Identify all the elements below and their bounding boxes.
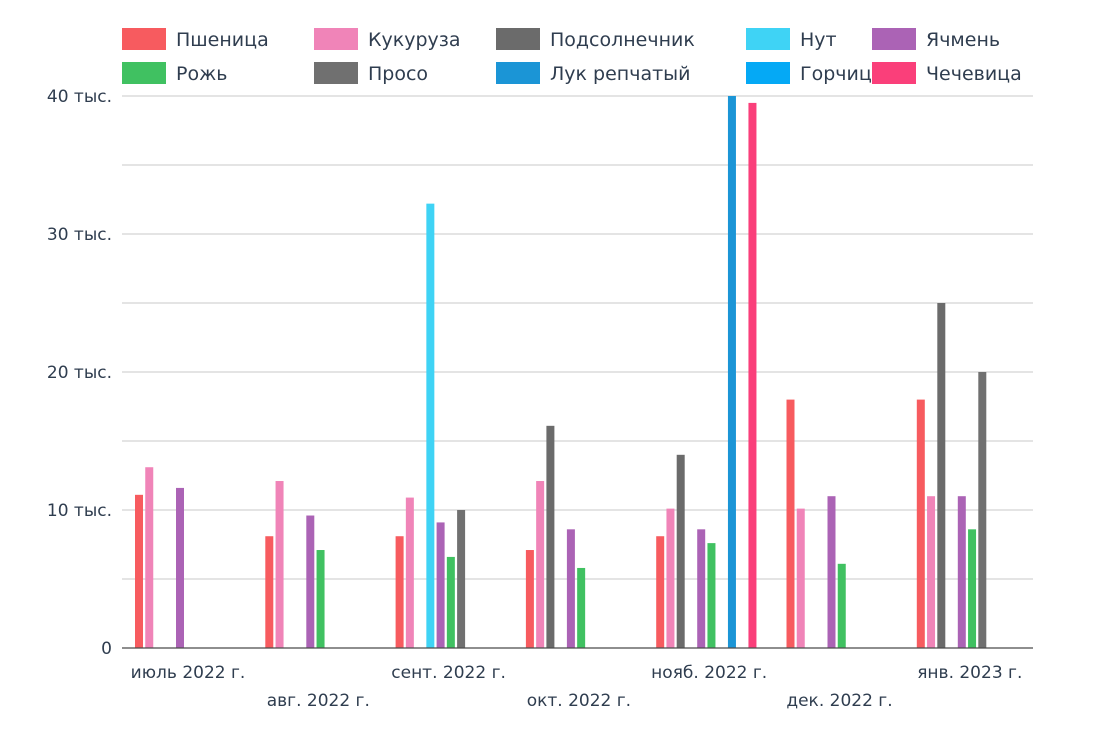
- bar[interactable]: Пшеница — сент. 2022 г.: 8100: [395, 536, 404, 648]
- bar[interactable]: Подсолнечник — нояб. 2022 г.: 14000: [676, 454, 685, 648]
- legend-label: Пшеница: [176, 29, 269, 51]
- legend-swatch: [314, 62, 358, 84]
- y-tick-label: 30 тыс.: [47, 225, 112, 245]
- bar[interactable]: Кукуруза — окт. 2022 г.: 12100: [536, 481, 545, 648]
- legend-item[interactable]: Пшеница: [122, 28, 269, 51]
- y-tick-label: 10 тыс.: [47, 501, 112, 521]
- legend-item[interactable]: Лук репчатый: [496, 62, 691, 85]
- bar[interactable]: Ячмень — нояб. 2022 г.: 8600: [697, 529, 706, 648]
- bar[interactable]: Подсолнечник — янв. 2023 г.: 25000: [937, 303, 946, 648]
- bar[interactable]: Кукуруза — июль 2022 г.: 13100: [145, 467, 154, 648]
- bar[interactable]: Рожь — нояб. 2022 г.: 7600: [707, 543, 716, 648]
- bar[interactable]: Пшеница — нояб. 2022 г.: 8100: [656, 536, 665, 648]
- gridlines: [122, 95, 1033, 580]
- legend-item[interactable]: Нут: [746, 28, 837, 51]
- legend-item[interactable]: Кукуруза: [314, 28, 461, 51]
- x-tick-label: сент. 2022 г.: [391, 663, 506, 683]
- x-tick-label: янв. 2023 г.: [917, 663, 1022, 683]
- x-tick-label: дек. 2022 г.: [786, 691, 892, 711]
- legend-item[interactable]: Ячмень: [872, 28, 1000, 51]
- bar[interactable]: Подсолнечник — окт. 2022 г.: 16100: [546, 425, 555, 648]
- legend-swatch: [122, 28, 166, 50]
- legend-label: Кукуруза: [368, 29, 461, 51]
- bar[interactable]: Кукуруза — авг. 2022 г.: 12100: [275, 481, 284, 648]
- bar[interactable]: Пшеница — янв. 2023 г.: 18000: [916, 399, 925, 648]
- x-tick-label: авг. 2022 г.: [267, 691, 370, 711]
- legend-swatch: [746, 62, 790, 84]
- bar[interactable]: Просо — сент. 2022 г.: 10000: [457, 510, 466, 648]
- legend-swatch: [122, 62, 166, 84]
- y-tick-label: 40 тыс.: [47, 87, 112, 107]
- legend-item[interactable]: Подсолнечник: [496, 28, 695, 51]
- y-tick-label: 0: [101, 639, 112, 659]
- legend-label: Горчица: [800, 63, 883, 85]
- bar[interactable]: Кукуруза — нояб. 2022 г.: 10100: [666, 508, 675, 648]
- bar[interactable]: Пшеница — авг. 2022 г.: 8100: [265, 536, 274, 648]
- legend-item[interactable]: Рожь: [122, 62, 227, 85]
- bar[interactable]: Рожь — янв. 2023 г.: 8600: [968, 529, 977, 648]
- bar[interactable]: Пшеница — дек. 2022 г.: 18000: [786, 399, 795, 648]
- legend-label: Лук репчатый: [550, 63, 691, 85]
- bars: Пшеница — июль 2022 г.: 11100Кукуруза — …: [135, 96, 987, 648]
- legend-item[interactable]: Чечевица: [872, 62, 1022, 85]
- legend-label: Чечевица: [926, 63, 1022, 85]
- legend-swatch: [314, 28, 358, 50]
- bar[interactable]: Просо — янв. 2023 г.: 20000: [978, 372, 987, 648]
- legend-item[interactable]: Просо: [314, 62, 428, 85]
- bar[interactable]: Рожь — авг. 2022 г.: 7100: [316, 550, 325, 648]
- legend-label: Рожь: [176, 63, 227, 85]
- bar[interactable]: Ячмень — дек. 2022 г.: 11000: [827, 496, 836, 648]
- legend-label: Подсолнечник: [550, 29, 695, 51]
- legend-label: Нут: [800, 29, 837, 51]
- bar[interactable]: Лук репчатый — нояб. 2022 г.: 40000: [727, 96, 736, 648]
- x-tick-label: июль 2022 г.: [131, 663, 246, 683]
- bar[interactable]: Чечевица — нояб. 2022 г.: 39500: [748, 102, 757, 648]
- legend-swatch: [496, 28, 540, 50]
- x-tick-label: окт. 2022 г.: [527, 691, 631, 711]
- bar[interactable]: Кукуруза — дек. 2022 г.: 10100: [796, 508, 805, 648]
- x-tick-label: нояб. 2022 г.: [651, 663, 767, 683]
- x-axis: июль 2022 г. авг. 2022 г. сент. 2022 г. окт…: [131, 663, 1023, 711]
- legend: Пшеница Кукуруза Подсолнечник Нут Ячмень Рожь…: [122, 28, 1022, 85]
- y-axis: 0 10 тыс. 20 тыс. 30 тыс. 40 тыс.: [47, 87, 112, 659]
- bar[interactable]: Ячмень — янв. 2023 г.: 11000: [957, 496, 966, 648]
- legend-label: Просо: [368, 63, 428, 85]
- bar[interactable]: Рожь — окт. 2022 г.: 5800: [577, 567, 586, 648]
- bar[interactable]: Кукуруза — сент. 2022 г.: 10900: [405, 497, 414, 648]
- legend-label: Ячмень: [926, 29, 1000, 51]
- y-tick-label: 20 тыс.: [47, 363, 112, 383]
- bar[interactable]: Рожь — сент. 2022 г.: 6600: [446, 556, 455, 648]
- bar[interactable]: Пшеница — окт. 2022 г.: 7100: [525, 550, 534, 648]
- bar[interactable]: Рожь — дек. 2022 г.: 6100: [837, 563, 846, 648]
- bar[interactable]: Ячмень — авг. 2022 г.: 9600: [306, 515, 315, 648]
- bar[interactable]: Кукуруза — янв. 2023 г.: 11000: [927, 496, 936, 648]
- bar[interactable]: Нут — сент. 2022 г.: 32200: [426, 203, 435, 648]
- bar[interactable]: Ячмень — июль 2022 г.: 11600: [176, 487, 184, 648]
- legend-swatch: [872, 62, 916, 84]
- bar[interactable]: Пшеница — июль 2022 г.: 11100: [135, 494, 143, 648]
- bar[interactable]: Ячмень — окт. 2022 г.: 8600: [566, 529, 575, 648]
- legend-swatch: [746, 28, 790, 50]
- legend-item[interactable]: Горчица: [746, 62, 883, 85]
- bar[interactable]: Ячмень — сент. 2022 г.: 9100: [436, 522, 445, 648]
- legend-swatch: [496, 62, 540, 84]
- legend-swatch: [872, 28, 916, 50]
